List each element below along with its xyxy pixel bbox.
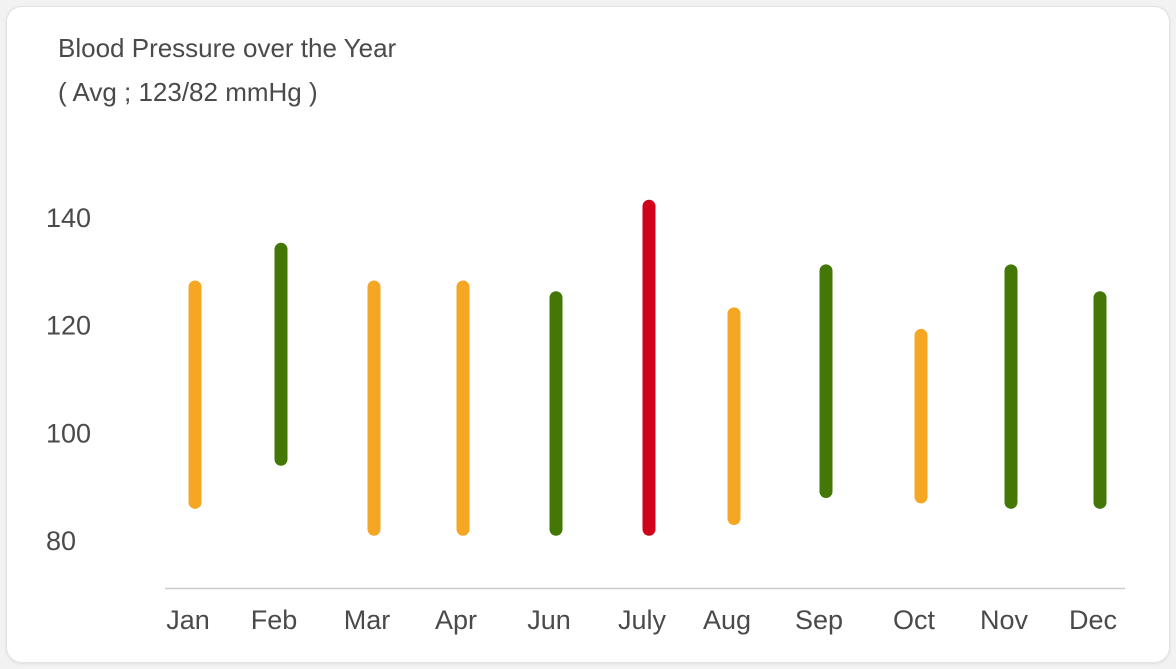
x-tick-label: Nov <box>980 605 1029 635</box>
chart-title: Blood Pressure over the Year <box>58 33 397 63</box>
x-tick-label: Sep <box>795 605 843 635</box>
x-tick-label: Apr <box>435 605 477 635</box>
x-tick-label: Oct <box>893 605 936 635</box>
y-tick-label: 80 <box>46 526 76 556</box>
x-axis-ticks: Jan Feb Mar Apr Jun July Aug Sep Oct Nov Dec <box>166 605 1117 635</box>
x-tick-label: Feb <box>251 605 298 635</box>
y-tick-label: 120 <box>46 311 91 341</box>
x-tick-label: Mar <box>344 605 391 635</box>
chart-subtitle: ( Avg ; 123/82 mmHg ) <box>58 77 318 107</box>
y-tick-label: 140 <box>46 203 91 233</box>
y-axis-ticks: 140 120 100 80 <box>46 203 91 556</box>
x-tick-label: Aug <box>703 605 751 635</box>
bars <box>188 199 1107 536</box>
x-tick-label: July <box>618 605 667 635</box>
x-tick-label: Dec <box>1069 605 1117 635</box>
x-tick-label: Jun <box>527 605 571 635</box>
x-tick-label: Jan <box>166 605 210 635</box>
y-tick-label: 100 <box>46 418 91 448</box>
